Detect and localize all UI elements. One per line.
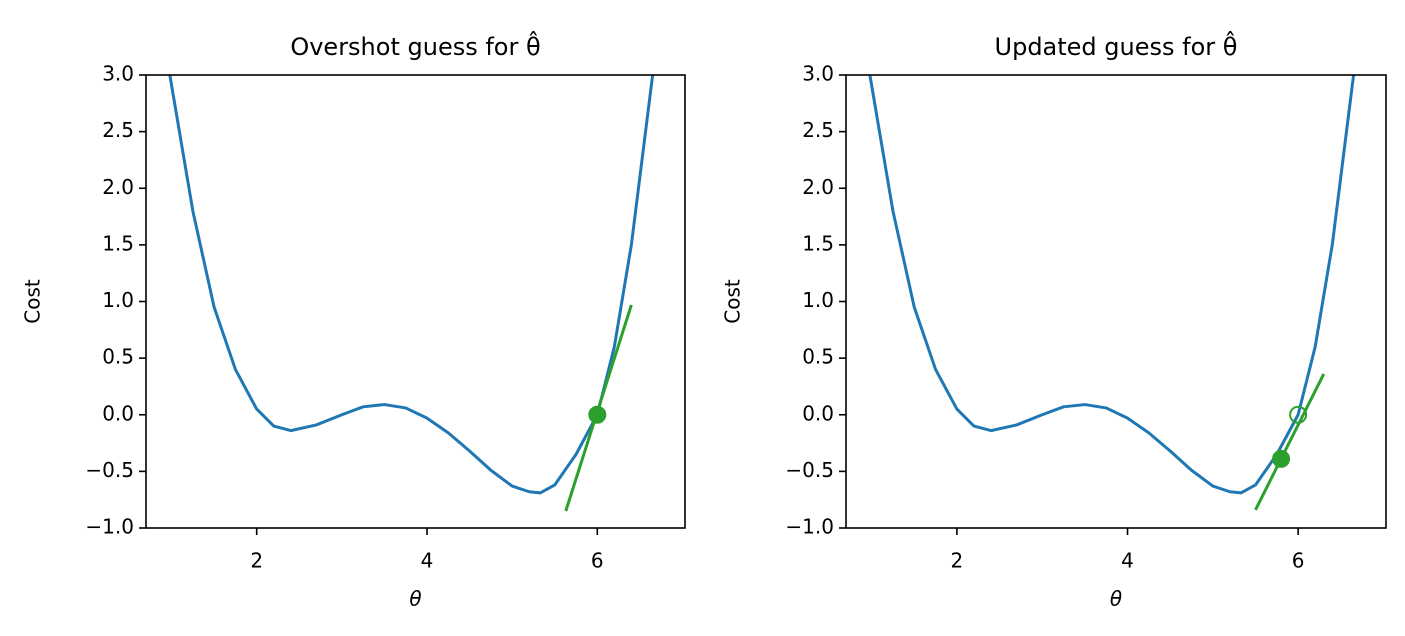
x-axis-label: θ <box>1110 587 1122 611</box>
point <box>1272 449 1291 468</box>
y-tick-label: 1.0 <box>102 288 134 312</box>
x-axis-label: θ <box>409 587 421 611</box>
x-tick-label: 2 <box>250 549 263 573</box>
x-tick-label: 6 <box>1292 549 1305 573</box>
y-tick-label: 0.0 <box>102 401 134 425</box>
line <box>1254 373 1326 511</box>
y-tick-label: 1.5 <box>802 231 834 255</box>
y-tick-label: 2.5 <box>102 118 134 142</box>
y-tick-label: 2.0 <box>802 175 834 199</box>
y-tick-label: −1.0 <box>785 515 834 539</box>
y-tick-label: 0.5 <box>102 345 134 369</box>
axes-frame <box>145 74 686 529</box>
line <box>168 75 655 495</box>
line <box>868 75 1356 495</box>
point <box>1289 405 1308 424</box>
y-tick-label: 3.0 <box>802 62 834 86</box>
x-tick-label: 4 <box>1121 549 1134 573</box>
plot-area <box>168 75 655 512</box>
x-tick-label: 6 <box>591 549 604 573</box>
x-tick-label: 4 <box>421 549 434 573</box>
y-tick-label: 2.0 <box>102 175 134 199</box>
y-tick-label: −1.0 <box>85 515 134 539</box>
y-axis-label: Cost <box>721 279 745 324</box>
y-tick-label: 2.5 <box>802 118 834 142</box>
plot-area <box>868 75 1356 511</box>
chart-title: Updated guess for θ̂ <box>995 31 1238 61</box>
x-tick-label: 2 <box>951 549 964 573</box>
subplot: Updated guess for θ̂ θ Cost 2 4 6 −1.0 −0.5 0.0 0… <box>721 31 1387 611</box>
axes-frame <box>845 74 1387 529</box>
y-tick-label: 1.5 <box>102 231 134 255</box>
y-tick-label: 0.0 <box>802 401 834 425</box>
y-tick-label: −0.5 <box>785 458 834 482</box>
y-tick-label: −0.5 <box>85 458 134 482</box>
y-tick-label: 0.5 <box>802 345 834 369</box>
chart-title: Overshot guess for θ̂ <box>290 31 540 61</box>
point <box>588 405 607 424</box>
y-tick-label: 1.0 <box>802 288 834 312</box>
y-axis-label: Cost <box>21 279 45 324</box>
subplot: Overshot guess for θ̂ θ Cost 2 4 6 −1.0 −0.5 0.0… <box>21 31 686 611</box>
y-tick-label: 3.0 <box>102 62 134 86</box>
